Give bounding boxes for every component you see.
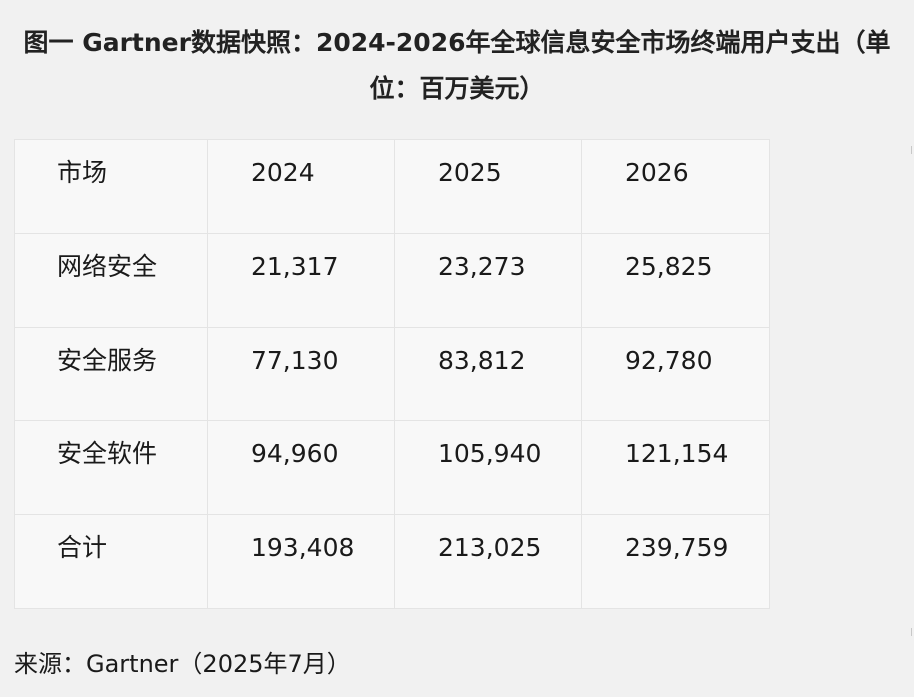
value-cell: 21,317 <box>207 232 395 328</box>
row-label-cell: 网络安全 <box>14 232 208 328</box>
edge-marker <box>911 146 912 154</box>
title-line-2: 位：百万美元） <box>369 74 545 103</box>
value-cell: 239,759 <box>581 514 770 609</box>
table-row: 安全软件 94,960 105,940 121,154 <box>14 420 770 516</box>
row-label-cell: 安全软件 <box>14 420 208 516</box>
value-cell: 25,825 <box>581 232 770 328</box>
value-cell: 77,130 <box>207 326 395 422</box>
edge-marker <box>911 628 912 636</box>
title-line-1: 图一 Gartner数据快照：2024-2026年全球信息安全市场终端用户支出（… <box>23 28 891 57</box>
header-cell-2024: 2024 <box>207 139 395 234</box>
row-label-cell: 合计 <box>14 514 208 609</box>
row-label-cell: 安全服务 <box>14 326 208 422</box>
value-cell: 23,273 <box>394 232 582 328</box>
value-cell: 105,940 <box>394 420 582 516</box>
table-total-row: 合计 193,408 213,025 239,759 <box>14 514 770 609</box>
source-note: 来源：Gartner（2025年7月） <box>14 650 351 678</box>
value-cell: 121,154 <box>581 420 770 516</box>
header-cell-2025: 2025 <box>394 139 582 234</box>
header-cell-2026: 2026 <box>581 139 770 234</box>
table-row: 网络安全 21,317 23,273 25,825 <box>14 232 770 328</box>
document-title: 图一 Gartner数据快照：2024-2026年全球信息安全市场终端用户支出（… <box>10 20 904 112</box>
value-cell: 83,812 <box>394 326 582 422</box>
value-cell: 92,780 <box>581 326 770 422</box>
spending-table: 市场 2024 2025 2026 网络安全 21,317 23,273 25,… <box>14 139 770 609</box>
value-cell: 193,408 <box>207 514 395 609</box>
table-row: 安全服务 77,130 83,812 92,780 <box>14 326 770 422</box>
header-cell-market: 市场 <box>14 139 208 234</box>
value-cell: 213,025 <box>394 514 582 609</box>
value-cell: 94,960 <box>207 420 395 516</box>
table-header-row: 市场 2024 2025 2026 <box>14 139 770 234</box>
